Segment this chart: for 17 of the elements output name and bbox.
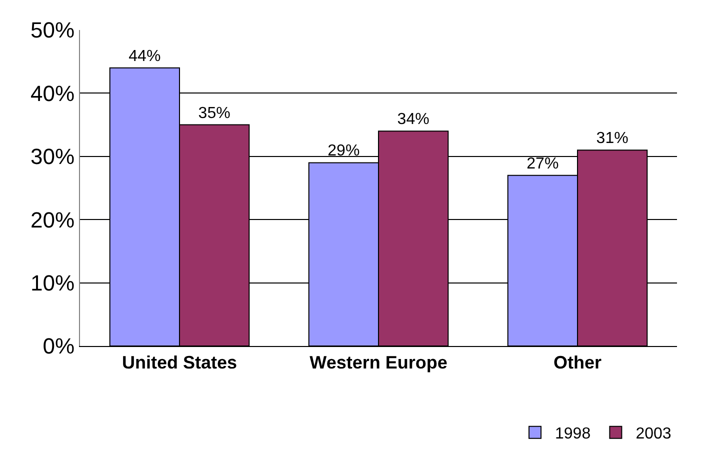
legend-label: 2003 [636,426,672,443]
data-label: 31% [596,130,628,148]
y-tick-label: 20% [30,207,75,232]
y-tick-label: 30% [30,144,75,170]
legend-label: 1998 [555,426,591,443]
data-label: 29% [328,142,360,160]
x-tick-label: Western Europe [310,352,448,373]
data-label: 44% [128,48,161,65]
data-label: 35% [198,104,230,122]
y-tick-label: 50% [30,18,75,43]
x-tick-label: Other [553,352,602,373]
x-tick-label: United States [122,352,238,373]
y-tick-label: 40% [30,80,75,106]
y-tick-label: 0% [42,334,75,359]
data-label: 34% [397,111,430,128]
y-tick-label: 10% [30,270,75,296]
data-label: 27% [526,155,559,172]
